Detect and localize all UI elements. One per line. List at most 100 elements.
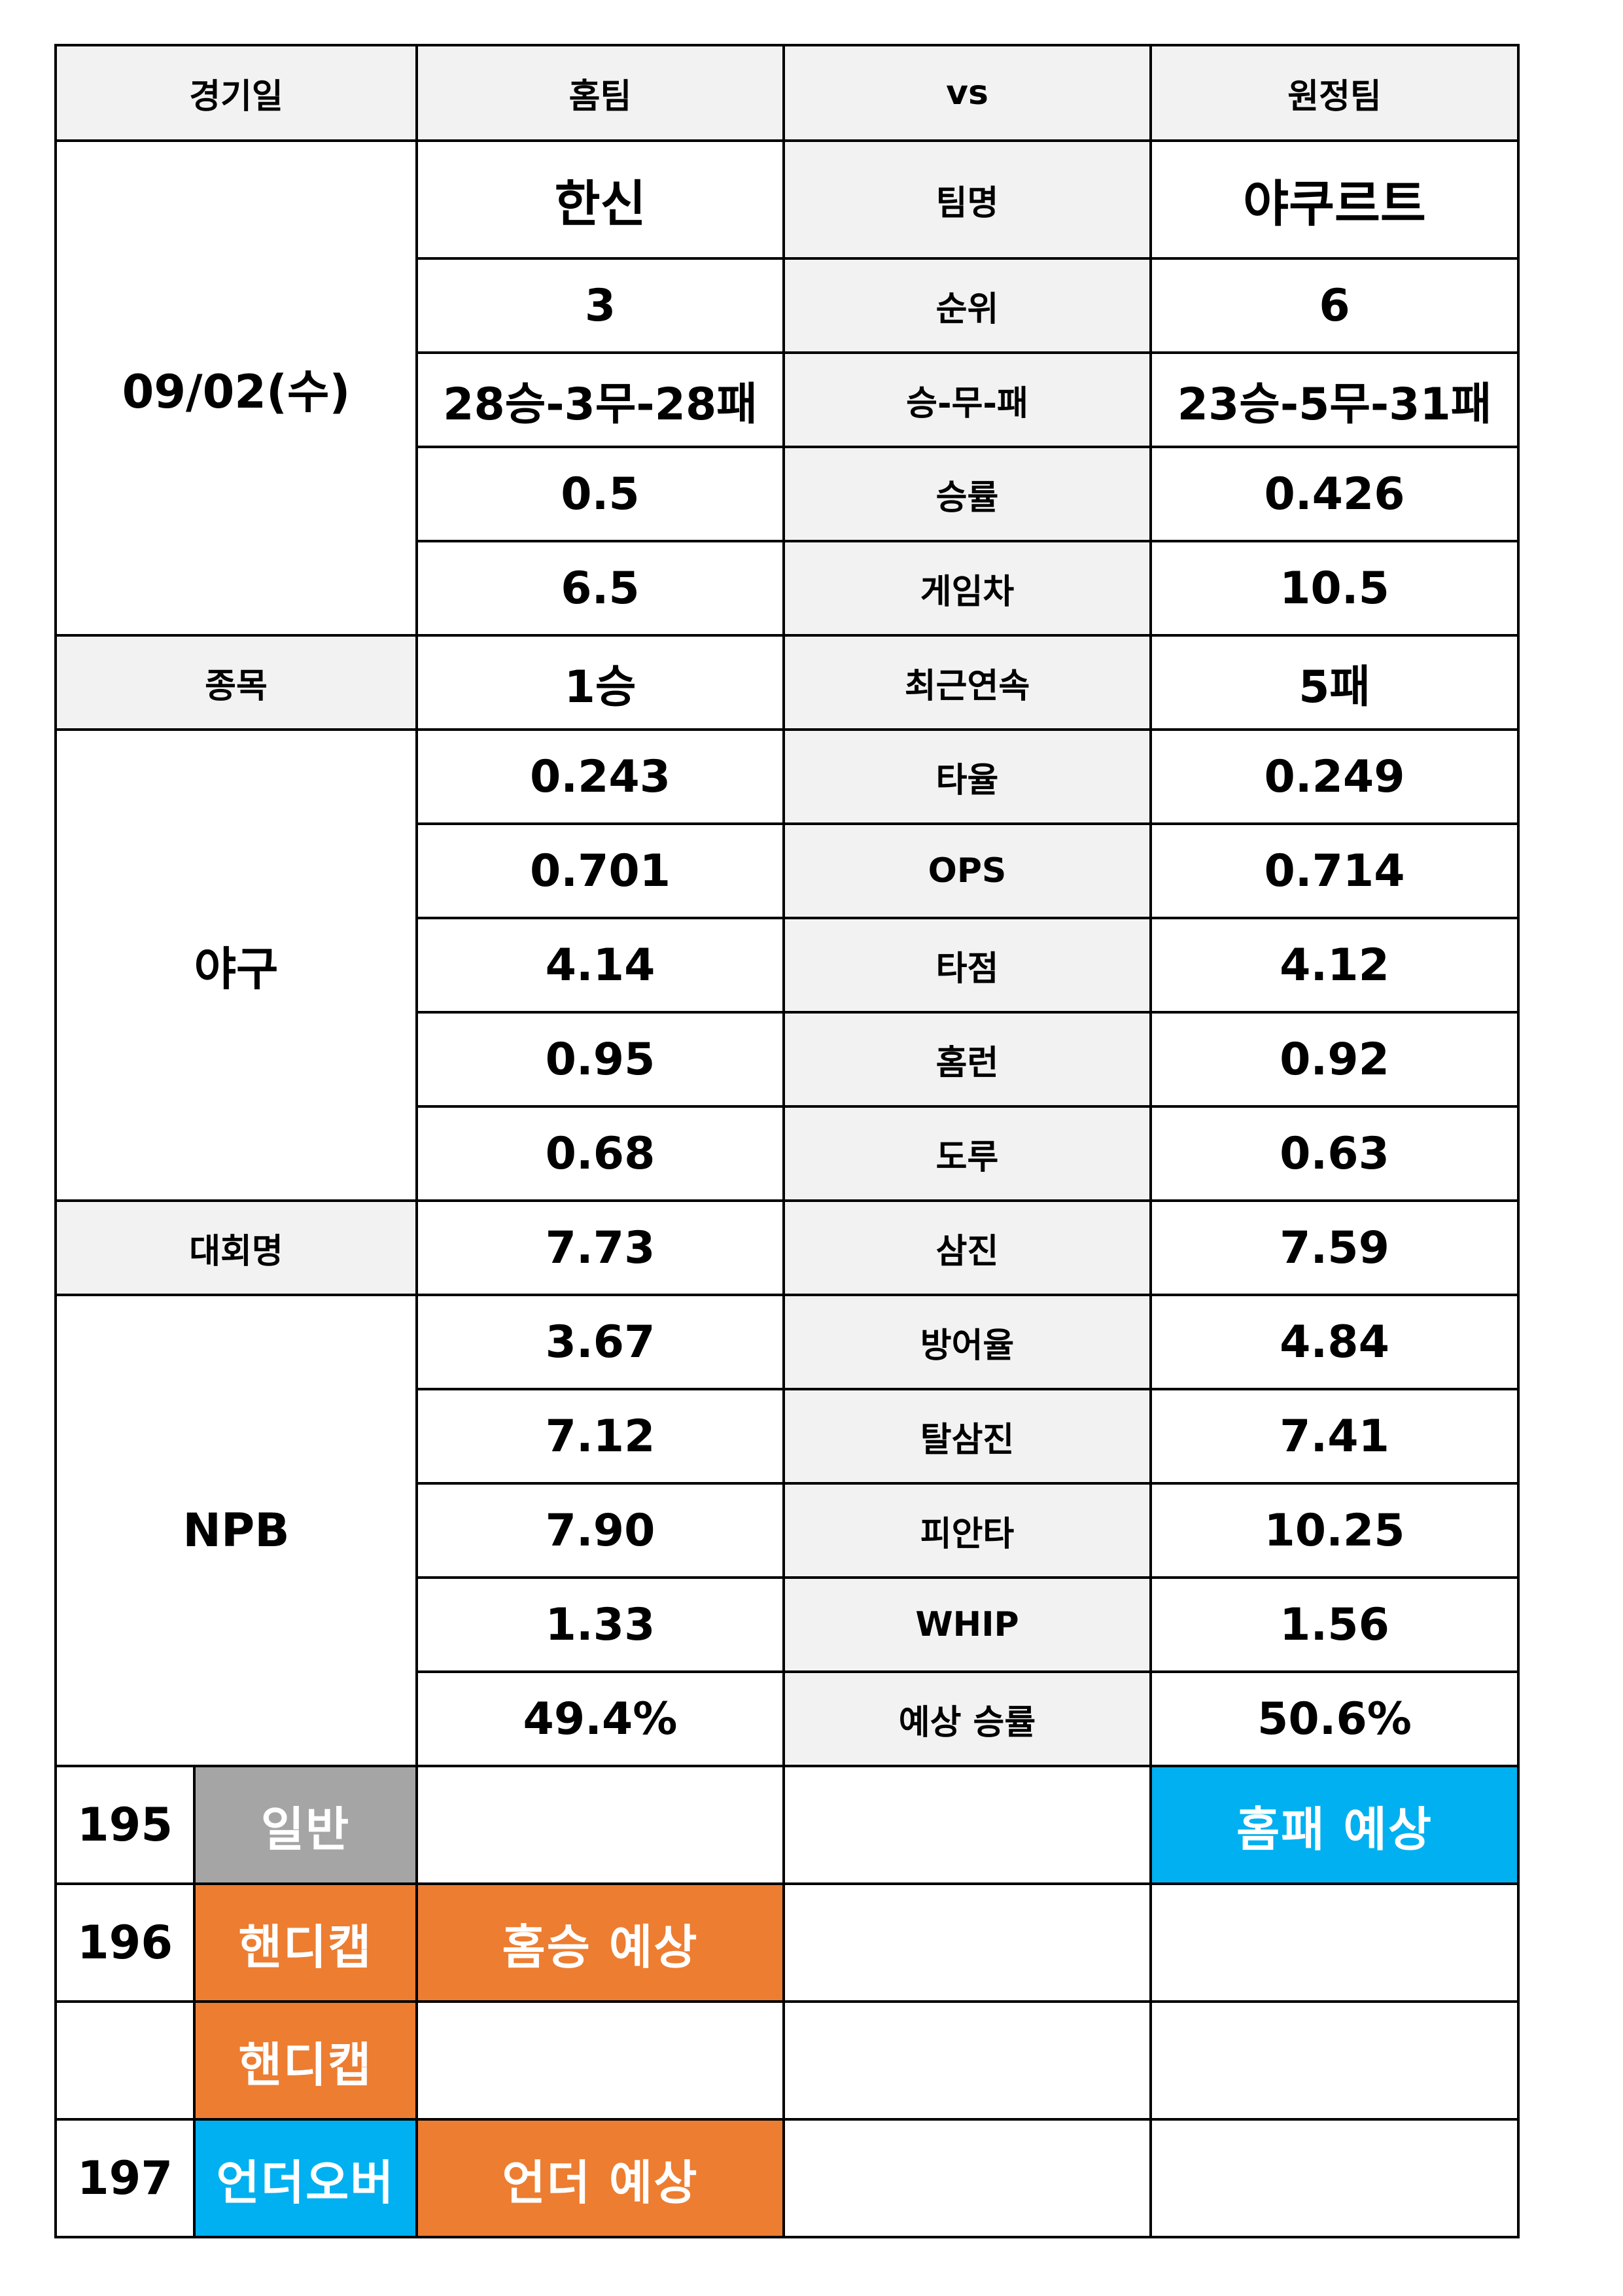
away-stat-value: 5패 — [1149, 634, 1520, 731]
bet-type-handicap: 핸디캡 — [193, 1882, 418, 2003]
bet-row-handicap-2: 핸디캡 — [54, 2000, 1520, 2121]
away-stat-value: 10.5 — [1149, 540, 1520, 637]
home-stat-value: 3 — [415, 257, 785, 354]
match-analysis-table: 경기일 홈팀 vs 원정팀 09/02(수) 한신 팀명 야쿠르트 3 순위 6… — [54, 44, 1520, 2238]
away-team-name: 야쿠르트 — [1149, 139, 1520, 260]
stat-row: 7.12 탈삼진 7.41 — [56, 1388, 1520, 1485]
home-stat-value: 6.5 — [415, 540, 785, 637]
stat-label: 팀명 — [782, 139, 1152, 260]
stat-row: 0.95 홈런 0.92 — [56, 1011, 1520, 1108]
bet-row-196: 196 핸디캡 홈승 예상 — [54, 1882, 1520, 2003]
away-stat-value: 0.249 — [1149, 728, 1520, 825]
away-stat-value: 0.63 — [1149, 1105, 1520, 1202]
home-stat-value: 49.4% — [415, 1670, 785, 1767]
home-stat-value: 1.33 — [415, 1576, 785, 1673]
stat-row: 야구 0.243 타율 0.249 — [54, 728, 1520, 1202]
header-date: 경기일 — [54, 44, 418, 142]
away-stat-value: 4.12 — [1149, 917, 1520, 1014]
stat-label: 홈런 — [782, 1011, 1152, 1108]
stat-row: 7.90 피안타 10.25 — [56, 1482, 1520, 1579]
stat-label: 타점 — [782, 917, 1152, 1014]
stat-row: 28승-3무-28패 승-무-패 23승-5무-31패 — [56, 351, 1520, 448]
bet-home-pick: 언더 예상 — [415, 2118, 785, 2238]
home-stat-value: 7.90 — [415, 1482, 785, 1579]
home-stat-value: 7.12 — [415, 1388, 785, 1485]
stat-row: 대회명 7.73 삼진 7.59 — [54, 1199, 1520, 1296]
league-name: NPB — [54, 1294, 418, 1767]
stat-row: 0.701 OPS 0.714 — [56, 822, 1520, 919]
away-stat-value: 0.92 — [1149, 1011, 1520, 1108]
bet-number: 197 — [54, 2118, 196, 2238]
away-stat-value: 0.714 — [1149, 822, 1520, 919]
stat-label: 피안타 — [782, 1482, 1152, 1579]
stat-row: 49.4% 예상 승률 50.6% — [56, 1670, 1520, 1767]
league-label: 대회명 — [54, 1199, 418, 1296]
bet-number: 195 — [54, 1765, 196, 1885]
stat-row: 6.5 게임차 10.5 — [56, 540, 1520, 637]
bet-type-under-over: 언더오버 — [193, 2118, 418, 2238]
stat-row: 종목 1승 최근연속 5패 — [54, 634, 1520, 731]
stat-label: OPS — [782, 822, 1152, 919]
home-stat-value: 1승 — [415, 634, 785, 731]
stat-label: 승률 — [782, 446, 1152, 542]
bet-row-195: 195 일반 홈패 예상 — [54, 1765, 1520, 1885]
bet-number: 196 — [54, 1882, 196, 2003]
match-date: 09/02(수) — [54, 139, 418, 637]
home-stat-value: 28승-3무-28패 — [415, 351, 785, 448]
stat-label: 도루 — [782, 1105, 1152, 1202]
home-stat-value: 0.95 — [415, 1011, 785, 1108]
stat-label: 타율 — [782, 728, 1152, 825]
bet-home-pick — [415, 1765, 785, 1885]
stat-row: NPB 3.67 방어율 4.84 — [54, 1294, 1520, 1767]
stat-row: 0.5 승률 0.426 — [56, 446, 1520, 542]
home-stat-value: 7.73 — [415, 1199, 785, 1296]
bet-away-pick — [1149, 1882, 1520, 2003]
bet-draw-pick — [782, 2000, 1152, 2121]
stat-label: WHIP — [782, 1576, 1152, 1673]
stat-row: 4.14 타점 4.12 — [56, 917, 1520, 1014]
away-stat-value: 7.41 — [1149, 1388, 1520, 1485]
sport-name: 야구 — [54, 728, 418, 1202]
category-label: 종목 — [54, 634, 418, 731]
away-stat-value: 10.25 — [1149, 1482, 1520, 1579]
header-away-team: 원정팀 — [1149, 44, 1520, 142]
away-stat-value: 50.6% — [1149, 1670, 1520, 1767]
home-stat-value: 0.243 — [415, 728, 785, 825]
away-stat-value: 6 — [1149, 257, 1520, 354]
stat-row: 1.33 WHIP 1.56 — [56, 1576, 1520, 1673]
away-stat-value: 7.59 — [1149, 1199, 1520, 1296]
bet-draw-pick — [782, 1882, 1152, 2003]
away-stat-value: 0.426 — [1149, 446, 1520, 542]
header-vs: vs — [782, 44, 1152, 142]
stat-label: 게임차 — [782, 540, 1152, 637]
stat-label: 승-무-패 — [782, 351, 1152, 448]
stat-label: 최근연속 — [782, 634, 1152, 731]
bet-draw-pick — [782, 1765, 1152, 1885]
bet-number — [54, 2000, 196, 2121]
header-row: 경기일 홈팀 vs 원정팀 — [54, 44, 1520, 142]
bet-away-pick — [1149, 2118, 1520, 2238]
home-stat-value: 0.5 — [415, 446, 785, 542]
home-stat-value: 0.701 — [415, 822, 785, 919]
bet-row-197: 197 언더오버 언더 예상 — [54, 2118, 1520, 2238]
stat-label: 삼진 — [782, 1199, 1152, 1296]
stat-row: 3 순위 6 — [56, 257, 1520, 354]
home-stat-value: 0.68 — [415, 1105, 785, 1202]
stat-label: 순위 — [782, 257, 1152, 354]
bet-type-general: 일반 — [193, 1765, 418, 1885]
stat-label: 예상 승률 — [782, 1670, 1152, 1767]
bet-home-pick — [415, 2000, 785, 2121]
stat-row-team-name: 09/02(수) 한신 팀명 야쿠르트 — [54, 139, 1520, 637]
stat-row: 0.68 도루 0.63 — [56, 1105, 1520, 1202]
home-team-name: 한신 — [415, 139, 785, 260]
bet-away-pick — [1149, 2000, 1520, 2121]
bet-home-pick: 홈승 예상 — [415, 1882, 785, 2003]
home-stat-value: 3.67 — [415, 1294, 785, 1390]
bet-type-handicap: 핸디캡 — [193, 2000, 418, 2121]
away-stat-value: 1.56 — [1149, 1576, 1520, 1673]
stat-label: 탈삼진 — [782, 1388, 1152, 1485]
header-home-team: 홈팀 — [415, 44, 785, 142]
away-stat-value: 4.84 — [1149, 1294, 1520, 1390]
bet-away-pick: 홈패 예상 — [1149, 1765, 1520, 1885]
stat-label: 방어율 — [782, 1294, 1152, 1390]
